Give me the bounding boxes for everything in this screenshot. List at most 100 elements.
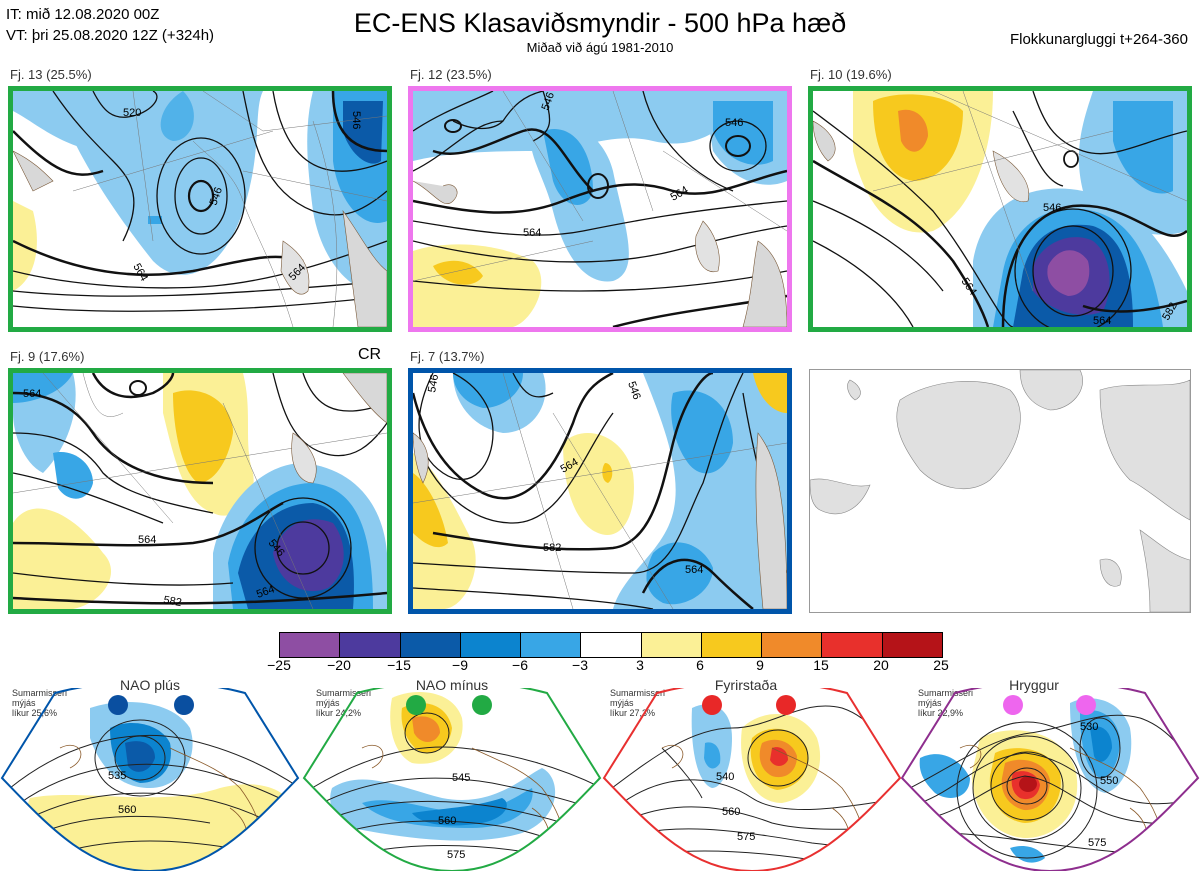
page-title: EC-ENS Klasaviðsmyndir - 500 hPa hæð — [353, 8, 847, 38]
color-swatch — [399, 633, 460, 657]
colorbar-tick: 20 — [873, 657, 889, 673]
regime-outline — [602, 688, 902, 871]
contour-label: 564 — [1093, 315, 1111, 327]
contour-label: 535 — [108, 770, 126, 782]
color-swatch — [700, 633, 762, 657]
contour-label: 530 — [1080, 721, 1098, 733]
colorbar-tick: −9 — [452, 657, 468, 673]
regime-note: Sumarmisseri mýjás líkur 22,9% — [918, 688, 974, 718]
contour-label: 564 — [23, 388, 41, 400]
colorbar-tick: −25 — [267, 657, 291, 673]
contour-label: 564 — [138, 534, 156, 546]
color-swatch — [761, 633, 822, 657]
regime-map-nao-minus: 545 560 575 — [302, 688, 602, 871]
regime-dot — [776, 695, 796, 715]
panel-label-3: Fj. 10 (19.6%) — [810, 67, 892, 82]
contour-label: 550 — [1100, 775, 1118, 787]
regime-note: Sumarmisseri mýjás líkur 27,3% — [610, 688, 666, 718]
regime-outline — [0, 688, 300, 871]
color-scale-bar — [279, 632, 943, 658]
regime-title-nao-plus: NAO plús — [120, 677, 180, 693]
contour-label: 546 — [350, 111, 362, 129]
contour-label: 564 — [669, 184, 691, 204]
regime-dot — [472, 695, 492, 715]
cluster-map-10: 546 564 564 582 — [813, 91, 1187, 327]
regime-map-blocking: 540 560 575 — [602, 688, 902, 871]
contour-label: 546 — [625, 380, 643, 401]
cluster-map-panel: 564 564 546 564 582 — [8, 368, 392, 614]
contour-label: 575 — [737, 831, 755, 843]
header-info: IT: mið 12.08.2020 00Z VT: þri 25.08.202… — [6, 4, 214, 46]
regime-dot — [108, 695, 128, 715]
color-swatch — [520, 633, 581, 657]
regime-dot — [174, 695, 194, 715]
regime-title-nao-minus: NAO mínus — [415, 677, 489, 693]
panel-label-2: Fj. 12 (23.5%) — [410, 67, 492, 82]
regime-note: Sumarmisseri mýjás líkur 25,6% — [12, 688, 68, 718]
contour-label: 564 — [685, 564, 703, 576]
regime-title-blocking: Fyrirstaða — [714, 677, 778, 693]
colorbar-tick: 9 — [756, 657, 764, 673]
contour-label: 546 — [1043, 202, 1061, 214]
regime-dot — [1003, 695, 1023, 715]
regime-outline — [900, 688, 1200, 871]
color-swatch — [459, 633, 521, 657]
regime-map-nao-plus: 535 560 — [0, 688, 300, 871]
regime-dot — [702, 695, 722, 715]
colorbar-tick: −6 — [512, 657, 528, 673]
colorbar-tick: 15 — [813, 657, 829, 673]
color-swatch — [881, 633, 942, 657]
contour-label: 546 — [725, 117, 743, 129]
regime-outline — [302, 688, 602, 871]
colorbar-tick: −20 — [327, 657, 351, 673]
panel-tag-cr: CR — [358, 346, 382, 363]
colorbar-tick: 25 — [933, 657, 949, 673]
panel-label-1: Fj. 13 (25.5%) — [10, 67, 92, 82]
cluster-map-panel: 546 564 564 582 — [808, 86, 1192, 332]
contour-label: 545 — [452, 772, 470, 784]
page-subtitle: Miðað við ágú 1981-2010 — [526, 40, 674, 55]
contour-label: 520 — [123, 107, 141, 119]
initial-time: IT: mið 12.08.2020 00Z — [6, 6, 160, 23]
color-swatch — [821, 633, 882, 657]
cluster-map-13: 520 546 564 564 546 — [13, 91, 387, 327]
regime-map-ridge: 530 550 575 — [900, 688, 1200, 871]
contour-label: 546 — [540, 91, 558, 112]
valid-time: VT: þri 25.08.2020 12Z (+324h) — [6, 27, 215, 44]
cluster-map-panel: 546 546 564 564 — [408, 86, 792, 332]
contour-label: 564 — [130, 262, 150, 284]
contour-label: 560 — [118, 804, 136, 816]
colorbar-tick: −15 — [387, 657, 411, 673]
contour-label: 575 — [1088, 837, 1106, 849]
cluster-map-9: 564 564 546 564 582 — [13, 373, 387, 609]
regime-dot — [406, 695, 426, 715]
cluster-map-7: 546 546 564 582 564 — [413, 373, 787, 609]
colorbar-tick: 6 — [696, 657, 704, 673]
cluster-map-panel: 546 546 564 582 564 — [408, 368, 792, 614]
colorbar-tick: 3 — [636, 657, 644, 673]
regime-note: Sumarmisseri mýjás líkur 24,2% — [316, 688, 372, 718]
contour-label: 582 — [162, 594, 182, 609]
color-swatch — [580, 633, 641, 657]
contour-label: 564 — [523, 227, 541, 239]
empty-map-panel — [809, 369, 1191, 613]
color-swatch — [280, 633, 340, 657]
colorbar-tick: −3 — [572, 657, 588, 673]
clustering-window: Flokkunargluggi t+264-360 — [1009, 31, 1188, 48]
contour-label: 546 — [208, 186, 226, 207]
panel-label-5: Fj. 7 (13.7%) — [410, 349, 485, 364]
regime-title-ridge: Hryggur — [1009, 677, 1059, 693]
cluster-map-12: 546 546 564 564 — [413, 91, 787, 327]
cluster-map-panel: 520 546 564 564 546 — [8, 86, 392, 332]
contour-label: 540 — [716, 771, 734, 783]
contour-label: 564 — [255, 583, 276, 601]
background-map — [810, 370, 1190, 612]
contour-label: 575 — [447, 849, 465, 861]
color-swatch — [640, 633, 701, 657]
regime-dot — [1076, 695, 1096, 715]
contour-label: 560 — [438, 815, 456, 827]
panel-label-4: Fj. 9 (17.6%) — [10, 349, 85, 364]
color-swatch — [339, 633, 400, 657]
contour-label: 560 — [722, 806, 740, 818]
contour-label: 582 — [543, 542, 561, 554]
